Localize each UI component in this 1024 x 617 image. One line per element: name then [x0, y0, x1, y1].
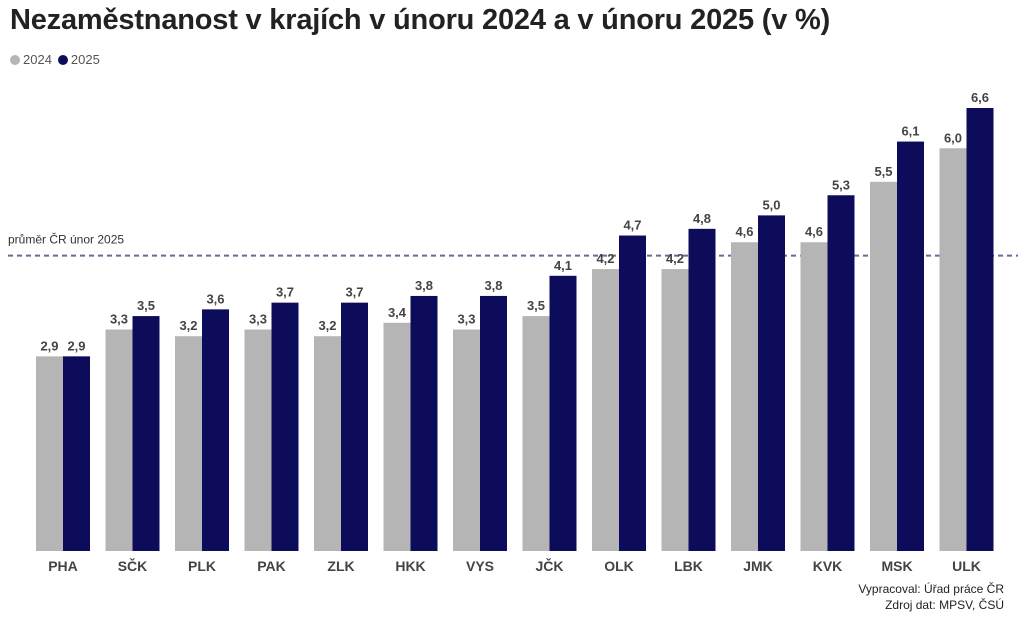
- data-label-2024-VYS: 3,3: [457, 312, 475, 327]
- category-label-KVK: KVK: [813, 558, 843, 574]
- data-label-2025-ULK: 6,6: [971, 90, 989, 105]
- data-label-2024-ULK: 6,0: [944, 130, 962, 145]
- data-label-2025-KVK: 5,3: [832, 177, 850, 192]
- bar-2024-OLK: [592, 269, 619, 551]
- category-label-JMK: JMK: [743, 558, 773, 574]
- bar-2024-PLK: [175, 336, 202, 551]
- data-label-2025-PAK: 3,7: [276, 285, 294, 300]
- data-label-2024-JČK: 3,5: [527, 298, 545, 313]
- data-label-2025-PHA: 2,9: [67, 338, 85, 353]
- data-label-2024-OLK: 4,2: [596, 251, 614, 266]
- bar-2024-HKK: [383, 322, 411, 551]
- chart-title: Nezaměstnanost v krajích v únoru 2024 a …: [10, 4, 831, 36]
- data-label-2024-LBK: 4,2: [666, 251, 684, 266]
- category-label-PHA: PHA: [48, 558, 78, 574]
- legend-item-2024: 2024: [10, 52, 52, 67]
- bar-2025-LBK: [688, 228, 716, 551]
- data-label-2025-JMK: 5,0: [762, 197, 780, 212]
- bar-2024-ULK: [939, 148, 967, 552]
- bar-2025-ZLK: [341, 302, 368, 551]
- bar-2025-KVK: [827, 195, 855, 551]
- category-label-SČK: SČK: [118, 557, 148, 574]
- category-label-PLK: PLK: [188, 558, 216, 574]
- bar-2025-HKK: [410, 295, 438, 551]
- bar-2024-ZLK: [314, 336, 341, 551]
- category-label-ZLK: ZLK: [327, 558, 354, 574]
- category-label-PAK: PAK: [257, 558, 286, 574]
- bar-2024-JČK: [522, 316, 550, 551]
- category-label-LBK: LBK: [674, 558, 703, 574]
- bar-2025-PHA: [63, 356, 90, 551]
- bar-2025-ULK: [966, 108, 994, 551]
- bar-2025-MSK: [897, 141, 924, 551]
- category-label-MSK: MSK: [881, 558, 912, 574]
- category-label-JČK: JČK: [535, 557, 563, 574]
- bar-2025-JČK: [549, 275, 577, 551]
- bar-2025-SČK: [132, 316, 160, 551]
- bar-2025-OLK: [619, 235, 646, 551]
- category-label-ULK: ULK: [952, 558, 981, 574]
- source-data: Zdroj dat: MPSV, ČSÚ: [885, 598, 1004, 612]
- source-author: Vypracoval: Úřad práce ČR: [858, 582, 1004, 596]
- bar-2024-SČK: [105, 329, 133, 551]
- category-label-OLK: OLK: [604, 558, 634, 574]
- bar-2025-PAK: [271, 302, 299, 551]
- bar-2024-MSK: [870, 181, 897, 552]
- data-label-2024-SČK: 3,3: [110, 312, 128, 327]
- legend-label-2024: 2024: [23, 52, 52, 67]
- bar-2025-JMK: [758, 215, 785, 552]
- data-label-2024-MSK: 5,5: [874, 164, 892, 179]
- data-label-2024-KVK: 4,6: [805, 224, 823, 239]
- data-label-2024-PLK: 3,2: [179, 318, 197, 333]
- data-label-2025-HKK: 3,8: [415, 278, 433, 293]
- bar-2024-VYS: [453, 329, 480, 551]
- data-label-2025-OLK: 4,7: [623, 218, 641, 233]
- data-label-2025-VYS: 3,8: [484, 278, 502, 293]
- bar-2024-PAK: [244, 329, 272, 551]
- data-label-2025-ZLK: 3,7: [345, 285, 363, 300]
- data-label-2024-HKK: 3,4: [388, 305, 407, 320]
- bar-2025-VYS: [480, 295, 507, 551]
- data-label-2025-MSK: 6,1: [901, 124, 919, 139]
- average-reference-label: průměr ČR únor 2025: [8, 232, 124, 247]
- legend-swatch-2024: [10, 54, 20, 65]
- data-label-2025-LBK: 4,8: [693, 211, 711, 226]
- category-label-HKK: HKK: [395, 558, 425, 574]
- legend-item-2025: 2025: [57, 52, 100, 67]
- bar-2024-JMK: [731, 242, 758, 551]
- bar-2024-LBK: [661, 269, 689, 551]
- bar-2024-KVK: [800, 242, 828, 551]
- legend: 2024 2025: [10, 52, 106, 67]
- bar-2024-PHA: [36, 356, 63, 551]
- data-label-2024-ZLK: 3,2: [318, 318, 336, 333]
- data-label-2025-SČK: 3,5: [137, 298, 155, 313]
- legend-label-2025: 2025: [70, 52, 100, 67]
- bar-2025-PLK: [202, 309, 229, 551]
- category-label-VYS: VYS: [466, 558, 494, 574]
- data-label-2024-PHA: 2,9: [40, 338, 58, 353]
- data-label-2025-PLK: 3,6: [206, 291, 224, 306]
- legend-swatch-2025: [57, 54, 68, 65]
- data-label-2025-JČK: 4,1: [554, 258, 572, 273]
- data-label-2024-PAK: 3,3: [249, 312, 267, 327]
- data-label-2024-JMK: 4,6: [735, 224, 753, 239]
